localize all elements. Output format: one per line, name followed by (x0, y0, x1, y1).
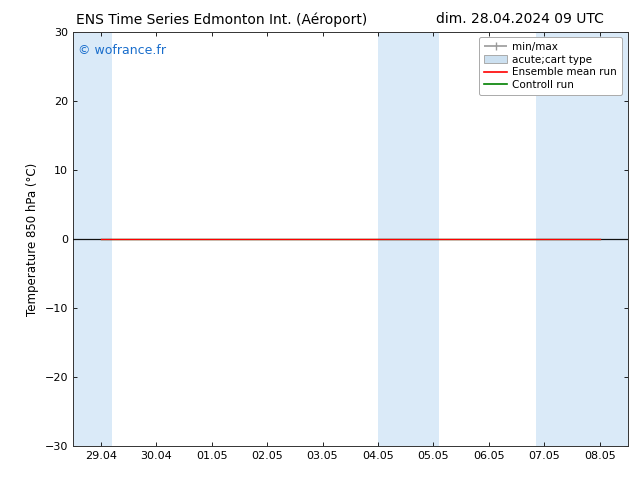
Bar (378, 32, 439, 446)
Text: ENS Time Series Edmonton Int. (Aéroport): ENS Time Series Edmonton Int. (Aéroport) (76, 12, 368, 27)
Legend: min/max, acute;cart type, Ensemble mean run, Controll run: min/max, acute;cart type, Ensemble mean … (479, 37, 623, 95)
Y-axis label: Temperature 850 hPa (°C): Temperature 850 hPa (°C) (26, 162, 39, 316)
Text: dim. 28.04.2024 09 UTC: dim. 28.04.2024 09 UTC (436, 12, 604, 26)
Bar (536, 32, 633, 446)
Bar (73, 32, 112, 446)
Text: © wofrance.fr: © wofrance.fr (79, 44, 167, 57)
